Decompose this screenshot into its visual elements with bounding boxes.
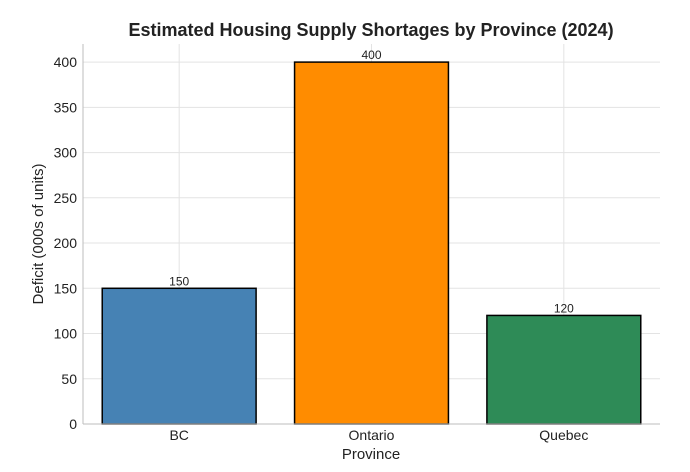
bar-quebec (486, 314, 642, 425)
y-tick-label: 150 (54, 280, 78, 296)
data-label: 120 (554, 301, 574, 315)
y-tick-labels: 0 50 100 150 200 250 300 350 400 (54, 54, 78, 432)
y-tick-label: 50 (61, 371, 77, 387)
y-tick-label: 100 (54, 326, 78, 342)
y-tick-label: 300 (54, 145, 78, 161)
data-label: 400 (361, 48, 381, 62)
x-axis-label: Province (342, 446, 400, 463)
data-label: 150 (169, 274, 189, 288)
y-tick-label: 350 (54, 99, 78, 115)
axes-spines (82, 44, 660, 425)
x-tick-label: Ontario (349, 427, 395, 443)
y-axis-label: Deficit (000s of units) (30, 164, 47, 305)
bar-ontario (293, 61, 450, 425)
chart-title: Estimated Housing Supply Shortages by Pr… (128, 20, 613, 40)
y-tick-label: 200 (54, 235, 78, 251)
x-tick-labels: BC Ontario Quebec (169, 427, 588, 443)
y-tick-label: 0 (69, 416, 77, 432)
bar-bc (101, 287, 257, 425)
bars (101, 61, 642, 425)
x-tick-label: Quebec (539, 427, 588, 443)
x-tick-label: BC (169, 427, 188, 443)
data-labels: 150 400 120 (169, 48, 574, 315)
y-tick-label: 400 (54, 54, 78, 70)
y-tick-label: 250 (54, 190, 78, 206)
